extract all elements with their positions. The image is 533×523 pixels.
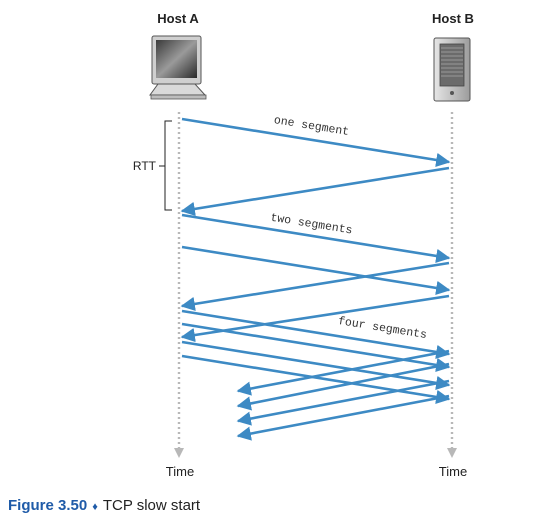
slow-start-diagram: Host A Host B RTT bbox=[0, 0, 533, 495]
host-b-timeline-arrow bbox=[447, 448, 457, 458]
ack-arrow bbox=[182, 168, 449, 211]
host-b-time-label: Time bbox=[439, 464, 467, 479]
figure-caption: Figure 3.50 ♦ TCP slow start bbox=[8, 497, 200, 514]
caption-text: TCP slow start bbox=[103, 497, 200, 514]
figure-number: Figure 3.50 bbox=[8, 497, 87, 514]
rtt-bracket bbox=[165, 121, 172, 210]
segment-arrows bbox=[182, 119, 449, 436]
host-a-time-label: Time bbox=[166, 464, 194, 479]
desktop-computer-icon bbox=[150, 36, 206, 99]
caption-separator: ♦ bbox=[92, 501, 98, 513]
host-a-timeline-arrow bbox=[174, 448, 184, 458]
server-tower-icon bbox=[434, 38, 470, 101]
host-a-label: Host A bbox=[157, 11, 199, 26]
rtt-label: RTT bbox=[133, 159, 157, 173]
host-b-label: Host B bbox=[432, 11, 474, 26]
two-segments-label: two segments bbox=[269, 212, 353, 238]
